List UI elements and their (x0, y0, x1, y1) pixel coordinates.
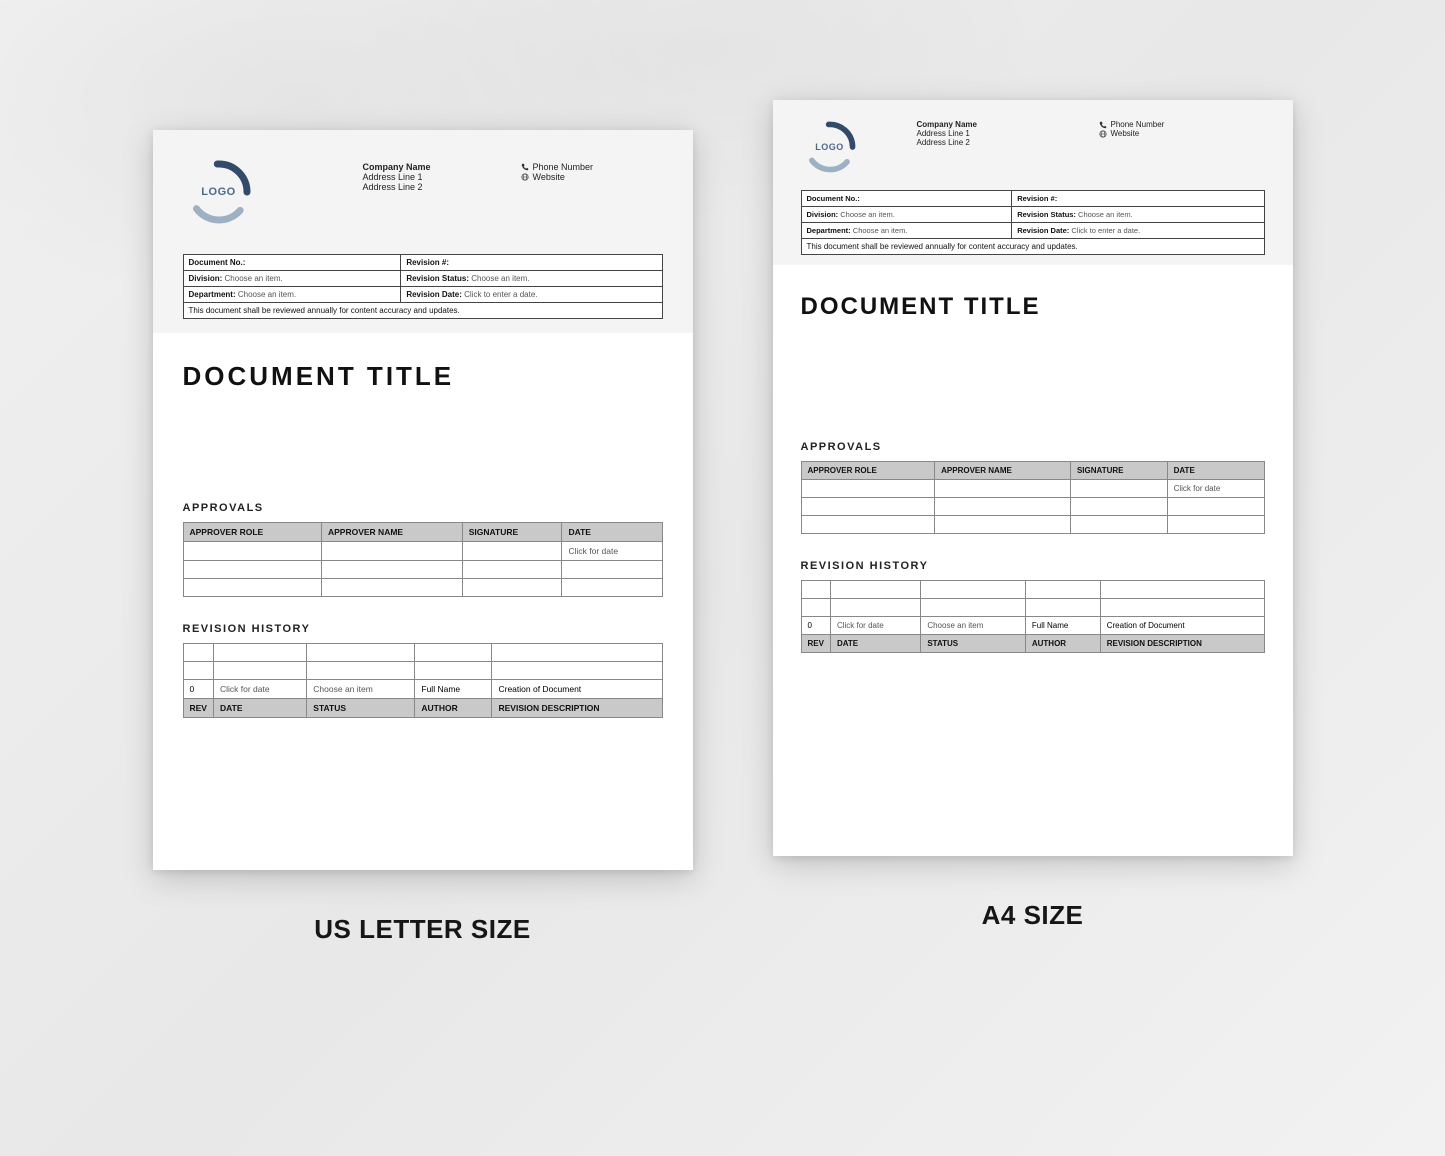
rev-col-status: STATUS (921, 635, 1026, 653)
meta-department-cell[interactable]: Department: Choose an item. (183, 287, 401, 303)
meta-division-cell[interactable]: Division: Choose an item. (801, 207, 1012, 223)
website-line: Website (1099, 129, 1265, 138)
approvals-heading: APPROVALS (801, 441, 1265, 453)
approvals-table: APPROVER ROLE APPROVER NAME SIGNATURE DA… (183, 522, 663, 597)
meta-docno-cell[interactable]: Document No.: (183, 255, 401, 271)
page-a4: LOGO Company Name Address Line 1 Address… (773, 100, 1293, 856)
header-row: LOGO Company Name Address Line 1 Address… (801, 118, 1265, 176)
approvals-col-role: APPROVER ROLE (183, 523, 321, 542)
approvals-col-signature: SIGNATURE (1070, 462, 1167, 480)
letter-header-block: LOGO Company Name Address Line 1 Address… (153, 130, 693, 333)
website-label: Website (533, 172, 565, 182)
approvals-row[interactable]: Click for date (183, 542, 662, 561)
meta-table: Document No.: Revision #: Division: Choo… (183, 254, 663, 319)
company-name: Company Name (363, 162, 505, 172)
rev-col-desc: REVISION DESCRIPTION (492, 699, 662, 718)
meta-department-cell[interactable]: Department: Choose an item. (801, 223, 1012, 239)
website-label: Website (1111, 129, 1140, 138)
a4-caption: A4 SIZE (982, 900, 1084, 931)
meta-revdate-cell[interactable]: Revision Date: Click to enter a date. (1012, 223, 1264, 239)
document-title: DOCUMENT TITLE (183, 361, 663, 392)
logo-text: LOGO (815, 142, 844, 152)
rev-col-status: STATUS (307, 699, 415, 718)
approvals-table: APPROVER ROLE APPROVER NAME SIGNATURE DA… (801, 461, 1265, 534)
meta-footer-note: This document shall be reviewed annually… (183, 303, 662, 319)
approvals-heading: APPROVALS (183, 502, 663, 514)
page-us-letter: LOGO Company Name Address Line 1 Address… (153, 130, 693, 870)
phone-icon (521, 163, 529, 171)
approvals-col-date: DATE (1167, 462, 1264, 480)
rev-entry-row[interactable]: 0 Click for date Choose an item Full Nam… (183, 680, 662, 699)
revision-history-section: REVISION HISTORY 0 Click for date Choose… (801, 560, 1265, 653)
approvals-col-date: DATE (562, 523, 662, 542)
approvals-row[interactable]: Click for date (801, 480, 1264, 498)
rev-entry-row[interactable]: 0 Click for date Choose an item Full Nam… (801, 617, 1264, 635)
rev-empty-row[interactable] (183, 662, 662, 680)
revision-history-table: 0 Click for date Choose an item Full Nam… (801, 580, 1265, 653)
rev-col-desc: REVISION DESCRIPTION (1100, 635, 1264, 653)
revision-history-section: REVISION HISTORY 0 Click for date Choose… (183, 623, 663, 718)
company-name: Company Name (917, 120, 1083, 129)
logo-text: LOGO (201, 186, 235, 198)
address-line-1: Address Line 1 (917, 129, 1083, 138)
approvals-col-signature: SIGNATURE (462, 523, 562, 542)
meta-table: Document No.: Revision #: Division: Choo… (801, 190, 1265, 255)
company-info-block: Company Name Address Line 1 Address Line… (877, 118, 1265, 147)
meta-revno-cell[interactable]: Revision #: (1012, 191, 1264, 207)
address-line-2: Address Line 2 (917, 138, 1083, 147)
rev-col-date: DATE (830, 635, 920, 653)
meta-revstatus-cell[interactable]: Revision Status: Choose an item. (401, 271, 662, 287)
pages-container: LOGO Company Name Address Line 1 Address… (0, 0, 1445, 945)
approvals-row[interactable] (801, 516, 1264, 534)
company-info-block: Company Name Address Line 1 Address Line… (273, 156, 663, 192)
approvals-row[interactable] (183, 561, 662, 579)
document-title: DOCUMENT TITLE (801, 293, 1265, 321)
phone-icon (1099, 121, 1107, 129)
phone-line: Phone Number (1099, 120, 1265, 129)
revision-history-table: 0 Click for date Choose an item Full Nam… (183, 643, 663, 718)
globe-icon (521, 173, 529, 181)
letter-caption: US LETTER SIZE (314, 914, 530, 945)
phone-line: Phone Number (521, 162, 663, 172)
meta-revstatus-cell[interactable]: Revision Status: Choose an item. (1012, 207, 1264, 223)
ev-col--author: AUTHOR (1025, 635, 1100, 653)
rev-empty-row[interactable] (801, 581, 1264, 599)
revision-history-heading: REVISION HISTORY (183, 623, 663, 635)
rev-col-rev: REV (183, 699, 213, 718)
approvals-row[interactable] (183, 579, 662, 597)
rev-col-rev: REV (801, 635, 830, 653)
a4-header-block: LOGO Company Name Address Line 1 Address… (773, 100, 1293, 265)
rev-col-date: DATE (213, 699, 306, 718)
approvals-col-role: APPROVER ROLE (801, 462, 935, 480)
a4-page-wrap: LOGO Company Name Address Line 1 Address… (773, 130, 1293, 945)
rev-empty-row[interactable] (183, 644, 662, 662)
approvals-row[interactable] (801, 498, 1264, 516)
meta-footer-note: This document shall be reviewed annually… (801, 239, 1264, 255)
phone-label: Phone Number (533, 162, 594, 172)
globe-icon (1099, 130, 1107, 138)
meta-revno-cell[interactable]: Revision #: (401, 255, 662, 271)
address-line-2: Address Line 2 (363, 182, 505, 192)
a4-body: DOCUMENT TITLE APPROVALS APPROVER ROLE A… (773, 265, 1293, 669)
meta-division-cell[interactable]: Division: Choose an item. (183, 271, 401, 287)
approvals-col-name: APPROVER NAME (935, 462, 1071, 480)
phone-label: Phone Number (1111, 120, 1165, 129)
address-line-1: Address Line 1 (363, 172, 505, 182)
meta-docno-cell[interactable]: Document No.: (801, 191, 1012, 207)
revision-history-heading: REVISION HISTORY (801, 560, 1265, 572)
logo-placeholder: LOGO (183, 156, 255, 228)
rev-empty-row[interactable] (801, 599, 1264, 617)
header-row: LOGO Company Name Address Line 1 Address… (183, 156, 663, 228)
website-line: Website (521, 172, 663, 182)
meta-revdate-cell[interactable]: Revision Date: Click to enter a date. (401, 287, 662, 303)
rev-col-author: AUTHOR (415, 699, 492, 718)
letter-page-wrap: LOGO Company Name Address Line 1 Address… (153, 130, 693, 945)
approvals-col-name: APPROVER NAME (321, 523, 462, 542)
logo-placeholder: LOGO (801, 118, 859, 176)
letter-body: DOCUMENT TITLE APPROVALS APPROVER ROLE A… (153, 333, 693, 738)
